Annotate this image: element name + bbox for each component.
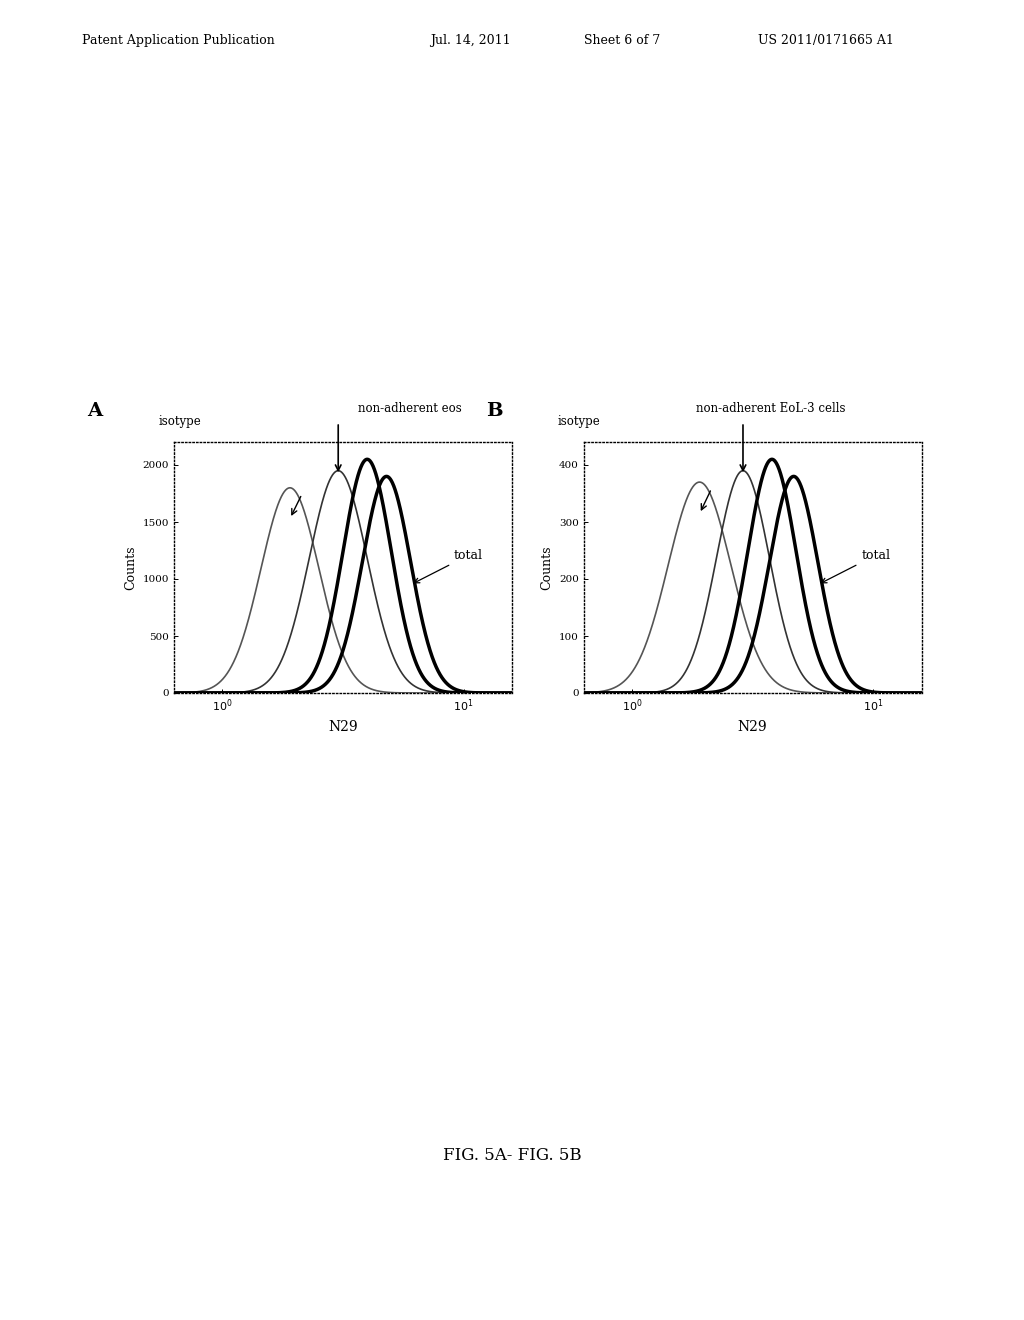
- X-axis label: N29: N29: [738, 719, 767, 734]
- Text: US 2011/0171665 A1: US 2011/0171665 A1: [758, 33, 894, 46]
- Text: isotype: isotype: [159, 414, 202, 428]
- Text: Patent Application Publication: Patent Application Publication: [82, 33, 274, 46]
- Text: total: total: [821, 549, 890, 583]
- Text: FIG. 5A- FIG. 5B: FIG. 5A- FIG. 5B: [442, 1147, 582, 1163]
- Text: Sheet 6 of 7: Sheet 6 of 7: [584, 33, 659, 46]
- Text: A: A: [87, 401, 102, 420]
- Text: non-adherent eos: non-adherent eos: [358, 401, 462, 414]
- Y-axis label: Counts: Counts: [541, 545, 553, 590]
- Text: B: B: [486, 401, 503, 420]
- Text: non-adherent EoL-3 cells: non-adherent EoL-3 cells: [696, 401, 846, 414]
- Y-axis label: Counts: Counts: [124, 545, 137, 590]
- Text: isotype: isotype: [558, 414, 601, 428]
- Text: total: total: [415, 549, 483, 583]
- X-axis label: N29: N29: [329, 719, 357, 734]
- Text: Jul. 14, 2011: Jul. 14, 2011: [430, 33, 511, 46]
